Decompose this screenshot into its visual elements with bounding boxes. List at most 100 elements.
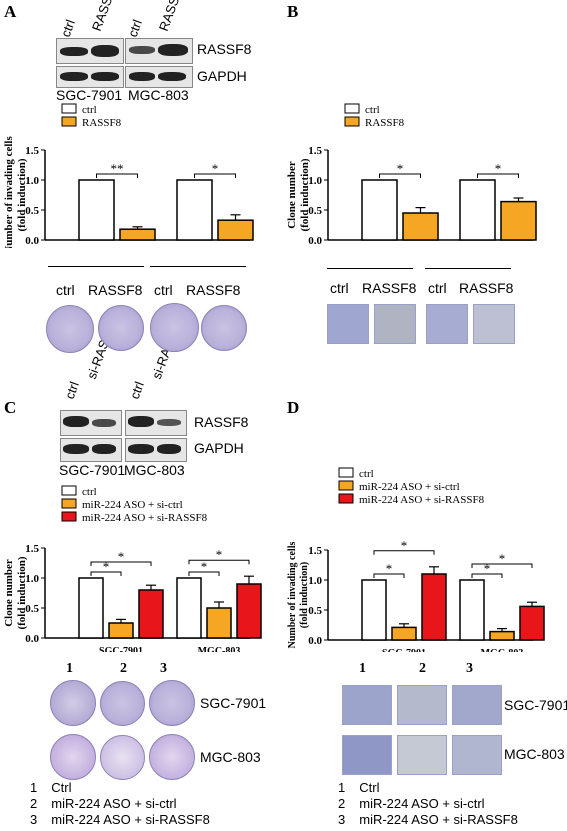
- y-tick-label: 1.0: [308, 175, 322, 187]
- legend-swatch: [61, 498, 77, 509]
- blot-band: [157, 419, 181, 426]
- photo-label: ctrl: [56, 282, 75, 298]
- bar: [459, 579, 485, 641]
- legend-swatch: [61, 485, 77, 496]
- significance-bracket: [90, 571, 122, 576]
- bar: [500, 200, 537, 241]
- bar: [108, 622, 134, 639]
- y-tick-label: 1.0: [25, 175, 39, 187]
- y-tick-label: 1.5: [308, 545, 322, 557]
- bar: [402, 212, 439, 241]
- blot-strip: [56, 66, 124, 88]
- x-tick-label: MGC-803: [198, 646, 241, 652]
- significance-marker: *: [212, 161, 219, 176]
- bar: [176, 577, 202, 639]
- significance-marker: *: [484, 561, 491, 576]
- blot-band: [92, 444, 116, 454]
- significance-marker: *: [386, 561, 393, 576]
- key-text: miR-224 ASO + si-ctrl: [51, 796, 177, 811]
- transwell-photo: [342, 685, 392, 725]
- photo-label: RASSF8: [362, 280, 417, 296]
- blot-row-label: GAPDH: [194, 440, 244, 456]
- y-tick-label: 0.5: [308, 205, 322, 217]
- significance-marker: **: [111, 161, 124, 176]
- photo-label: RASSF8: [459, 280, 514, 296]
- blot-band: [158, 72, 186, 81]
- bar: [217, 219, 254, 241]
- bar: [391, 626, 417, 641]
- blot-band: [92, 419, 116, 427]
- blot-cell-label: MGC-803: [124, 462, 185, 478]
- y-tick-label: 0.0: [25, 633, 39, 645]
- y-tick-label: 0.0: [25, 235, 39, 247]
- photo-col-label: 3: [466, 661, 473, 676]
- bar: [78, 179, 115, 241]
- blot-cell-label: MGC-803: [128, 87, 189, 103]
- photo-col-label: 2: [419, 661, 426, 676]
- photo-col-label: 2: [120, 661, 127, 676]
- panel-label-c: C: [4, 398, 17, 417]
- legend-label: ctrl: [359, 468, 374, 480]
- blot-row-label: RASSF8: [194, 414, 249, 430]
- key-number: 2: [338, 796, 346, 811]
- bar: [489, 630, 515, 641]
- x-tick-label: SGC-7901: [99, 646, 143, 652]
- significance-bracket: [373, 550, 435, 555]
- legend-swatch: [61, 511, 77, 522]
- legend-swatch: [344, 103, 360, 114]
- significance-marker: *: [495, 161, 502, 176]
- x-tick-label: SGC-7901: [382, 648, 426, 652]
- significance-bracket: [188, 559, 250, 565]
- blot-lane-label: RASSF8: [88, 0, 121, 34]
- legend-swatch: [338, 467, 354, 478]
- photo-label: RASSF8: [88, 282, 143, 298]
- transwell-photo: [342, 735, 392, 775]
- colony-dish: [201, 305, 247, 351]
- legend-label: miR-224 ASO + si-ctrl: [82, 499, 183, 511]
- panel-label-d: D: [287, 398, 300, 417]
- colony-dish: [50, 734, 96, 780]
- y-tick-label: 0.5: [25, 603, 39, 615]
- bar: [459, 179, 496, 241]
- y-tick-label: 1.0: [25, 573, 39, 585]
- colony-dish: [50, 680, 96, 726]
- y-tick-label: 1.5: [308, 145, 322, 157]
- significance-bracket: [90, 561, 152, 566]
- y-axis-label: Number of invading cells(fold induction): [3, 136, 28, 248]
- significance-marker: *: [201, 559, 208, 574]
- photo-bracket: [327, 268, 413, 269]
- significance-bracket: [194, 173, 236, 178]
- transwell-photo: [397, 735, 447, 775]
- key-text: miR-224 ASO + si-ctrl: [359, 796, 485, 811]
- bar: [361, 579, 387, 641]
- y-tick-label: 0.0: [308, 635, 322, 647]
- key-number: 1: [338, 780, 346, 795]
- significance-bracket: [96, 173, 138, 178]
- transwell-photo: [397, 685, 447, 725]
- blot-lane-label: ctrl: [124, 17, 145, 39]
- colony-dish: [98, 305, 144, 351]
- y-axis-label: Clone number(fold induction): [286, 158, 311, 231]
- legend-label: ctrl: [365, 104, 380, 116]
- key-number: 3: [338, 812, 346, 827]
- y-tick-label: 0.0: [308, 235, 322, 247]
- blot-band: [128, 444, 154, 454]
- photo-col-label: 1: [359, 661, 366, 676]
- photo-col-label: 3: [160, 661, 167, 676]
- transwell-photo: [473, 304, 515, 344]
- bar: [119, 228, 156, 241]
- y-axis-label: Clone number(fold induction): [3, 556, 28, 629]
- significance-bracket: [379, 173, 421, 178]
- y-tick-label: 1.0: [308, 575, 322, 587]
- blot-band: [129, 72, 155, 81]
- key-text: Ctrl: [51, 780, 72, 795]
- blot-band: [157, 444, 181, 454]
- significance-bracket: [471, 563, 533, 568]
- significance-bracket: [373, 573, 405, 578]
- bar: [78, 577, 104, 639]
- y-axis-label: Number of invading cells(fold induction): [287, 542, 310, 649]
- legend-swatch: [61, 103, 77, 114]
